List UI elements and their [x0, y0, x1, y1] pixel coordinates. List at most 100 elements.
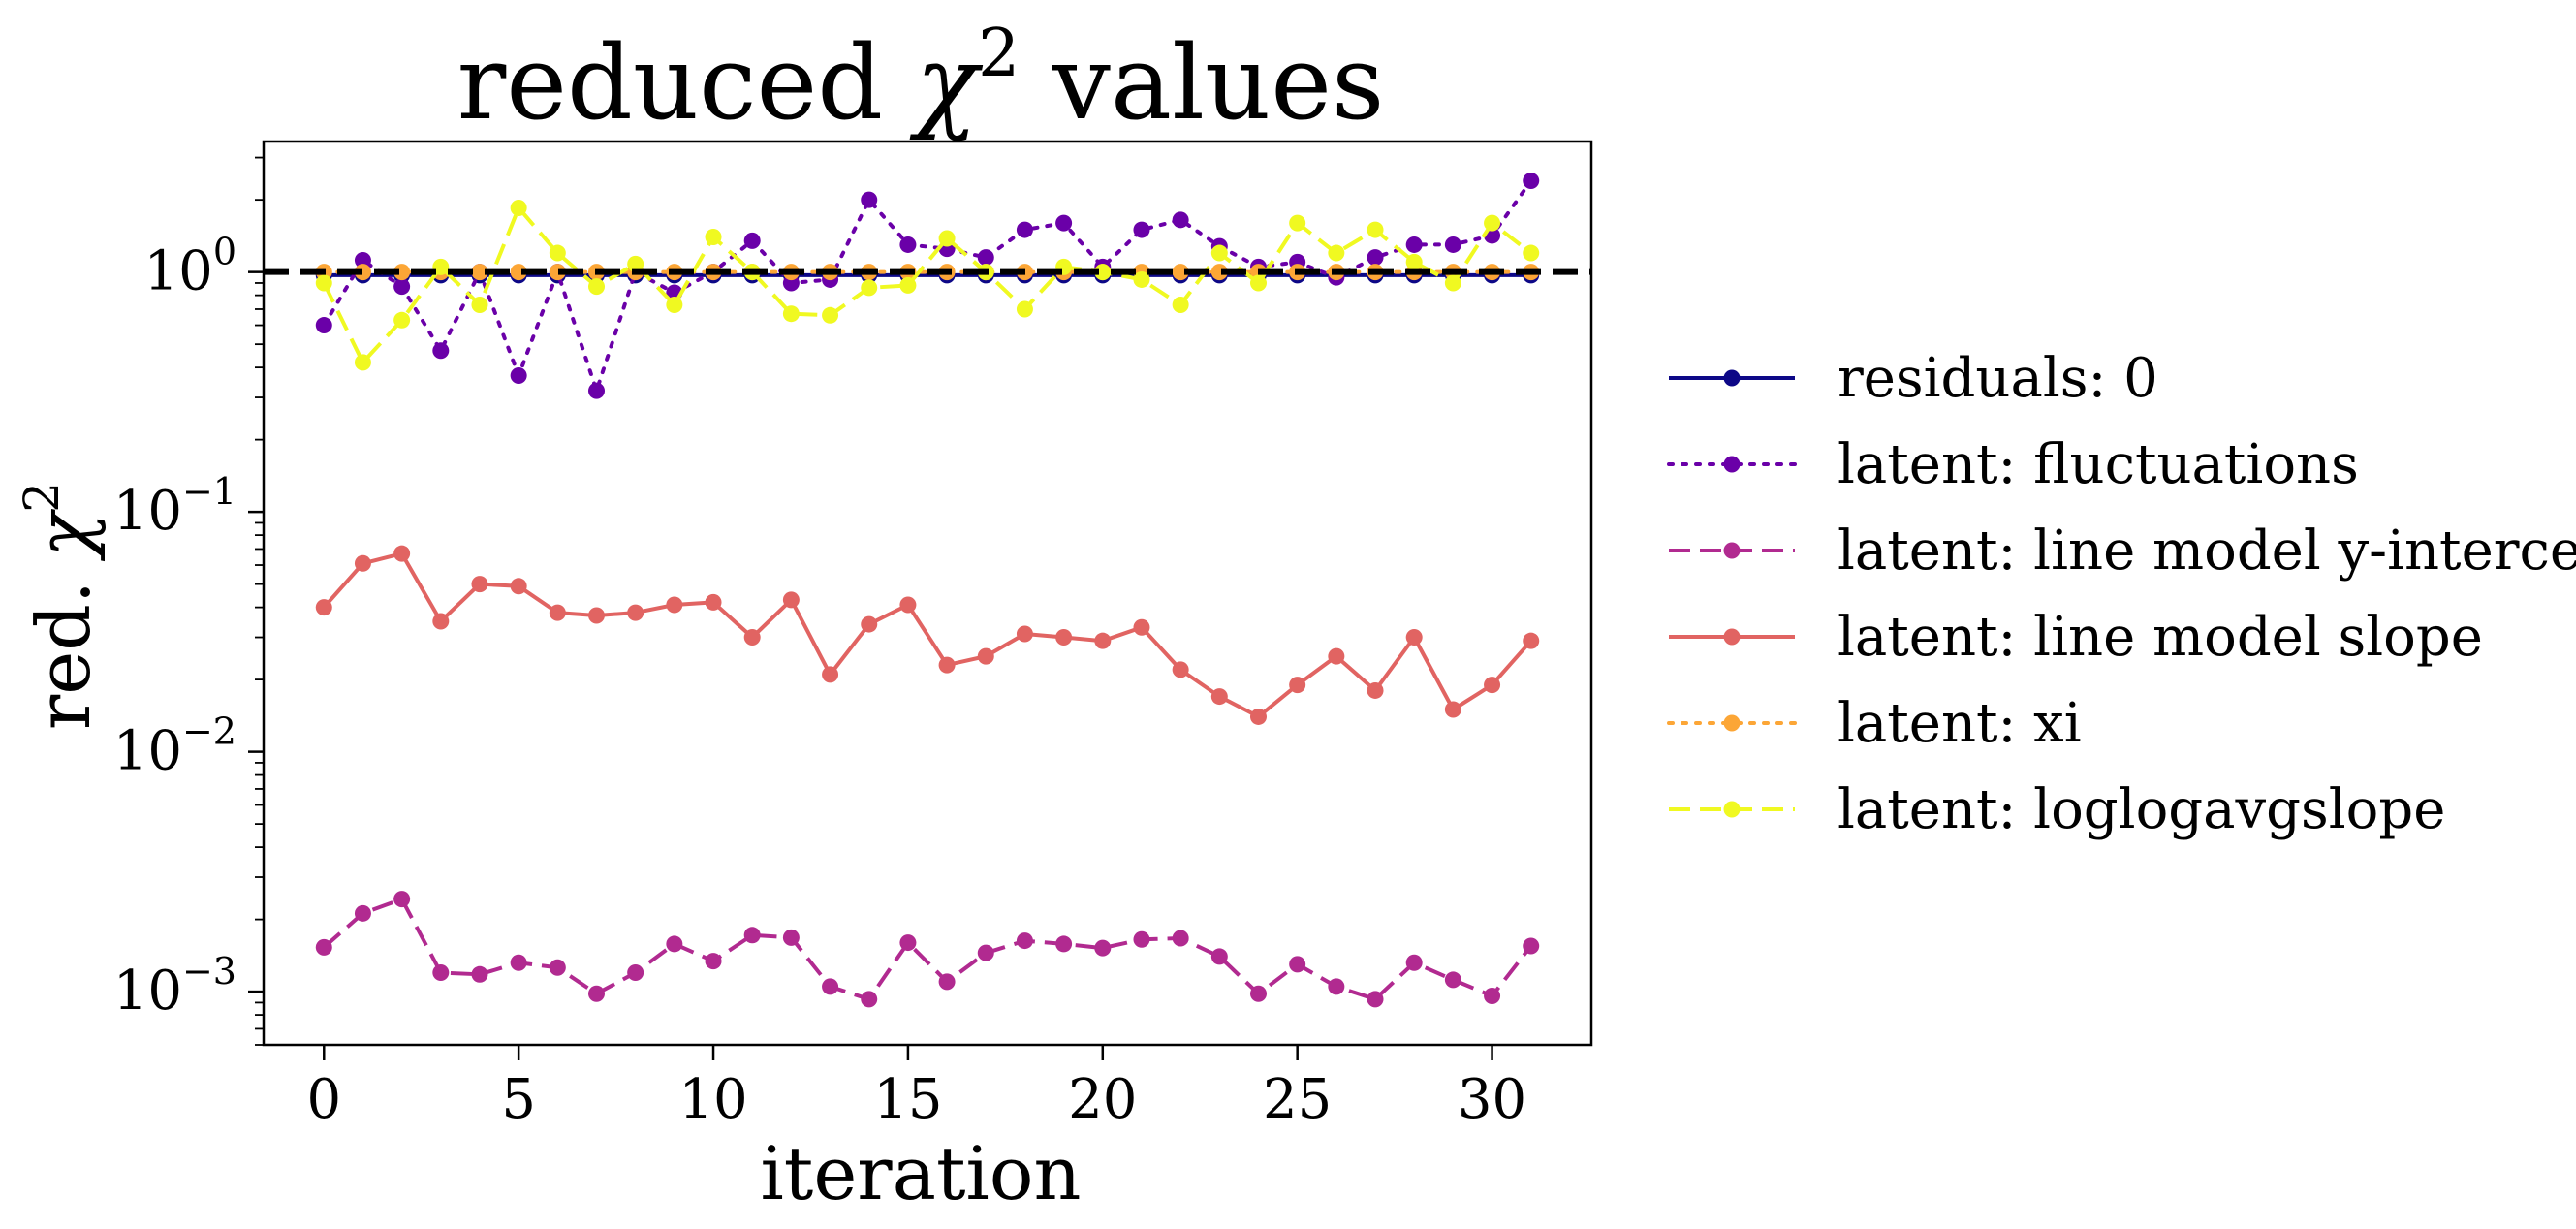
data-point [549, 244, 566, 262]
x-tick-label: 20 [1068, 1068, 1137, 1131]
data-point [1016, 625, 1033, 643]
data-point [705, 228, 722, 245]
data-point [393, 891, 411, 908]
legend: residuals: 0 latent: fluctuations latent: … [1667, 347, 2576, 841]
data-point [1444, 971, 1461, 989]
data-point [1484, 987, 1501, 1004]
chart-title-tail: values [1020, 23, 1384, 142]
legend-marker [1723, 369, 1741, 387]
data-point [861, 191, 878, 208]
data-point [1523, 937, 1540, 955]
data-point [354, 251, 371, 268]
data-point [1133, 618, 1150, 636]
legend-entry: latent: xi [1667, 692, 2082, 755]
data-point [705, 593, 722, 611]
data-point [1249, 274, 1267, 292]
data-point [861, 615, 878, 633]
data-point [510, 954, 527, 971]
y-axis-label-main: red. [20, 557, 107, 730]
data-point [666, 596, 683, 614]
data-point [743, 927, 761, 944]
data-point [1523, 244, 1540, 262]
data-point [899, 934, 917, 952]
data-point [1328, 647, 1345, 665]
data-point [782, 305, 800, 323]
chart-title-symbol: χ [909, 23, 984, 142]
data-point [938, 230, 956, 247]
data-point [1016, 221, 1033, 238]
chart-title-sup: 2 [978, 16, 1020, 92]
data-point [549, 959, 566, 976]
data-point [822, 978, 839, 995]
data-point [315, 317, 332, 334]
data-point [1016, 300, 1033, 318]
data-point [510, 578, 527, 595]
legend-label: latent: line model slope [1838, 606, 2483, 669]
data-point [510, 264, 527, 281]
y-tick-label: 100 [144, 231, 236, 303]
data-point [1328, 244, 1345, 262]
data-point [977, 249, 994, 267]
data-point [432, 258, 450, 275]
series-2 [315, 891, 1540, 1008]
y-tick-label: 10−2 [113, 710, 236, 783]
legend-entry: latent: line model slope [1669, 606, 2483, 669]
data-point [549, 264, 566, 281]
data-point [705, 953, 722, 970]
data-point [393, 278, 411, 296]
legend-label: latent: fluctuations [1838, 433, 2359, 496]
data-point [822, 306, 839, 324]
data-point [782, 591, 800, 609]
data-point [1094, 939, 1112, 957]
data-point [588, 985, 606, 1002]
data-point [1444, 274, 1461, 292]
data-point [432, 613, 450, 630]
data-point [1016, 932, 1033, 950]
data-point [627, 604, 644, 621]
data-point [1133, 270, 1150, 288]
data-point [1289, 956, 1306, 973]
data-point [1249, 985, 1267, 1002]
legend-marker [1723, 456, 1741, 473]
data-point [549, 604, 566, 621]
data-point [1405, 954, 1423, 971]
x-tick-label: 10 [678, 1068, 747, 1131]
data-point [393, 311, 411, 329]
data-point [1055, 629, 1073, 646]
data-point [432, 964, 450, 982]
data-point [1094, 264, 1112, 281]
data-point [1523, 632, 1540, 649]
data-point [1484, 677, 1501, 694]
data-point [743, 629, 761, 646]
data-point [1172, 211, 1189, 229]
data-point [588, 278, 606, 296]
legend-marker [1723, 801, 1741, 818]
data-point [471, 965, 488, 983]
data-point [899, 596, 917, 614]
x-tick-label: 5 [501, 1068, 536, 1131]
data-point [471, 264, 488, 281]
x-tick-label: 0 [306, 1068, 341, 1131]
data-point [588, 607, 606, 624]
data-point [354, 554, 371, 572]
legend-marker [1723, 542, 1741, 559]
data-point [510, 367, 527, 385]
data-point [861, 279, 878, 297]
data-point [1484, 214, 1501, 232]
data-point [1444, 236, 1461, 253]
data-point [899, 236, 917, 253]
legend-label: latent: line model y-intercept [1838, 520, 2576, 583]
data-point [938, 656, 956, 674]
data-point [1328, 978, 1345, 995]
y-tick-label: 10−1 [113, 470, 236, 543]
data-point [1523, 173, 1540, 190]
legend-label: latent: loglogavgslope [1838, 778, 2445, 841]
data-point [1172, 930, 1189, 947]
legend-entry: latent: loglogavgslope [1669, 778, 2445, 841]
data-point [354, 354, 371, 371]
data-point [977, 647, 994, 665]
data-point [1249, 708, 1267, 725]
data-point [977, 944, 994, 961]
y-axis-label-sup: 2 [14, 482, 70, 513]
data-point [315, 599, 332, 616]
